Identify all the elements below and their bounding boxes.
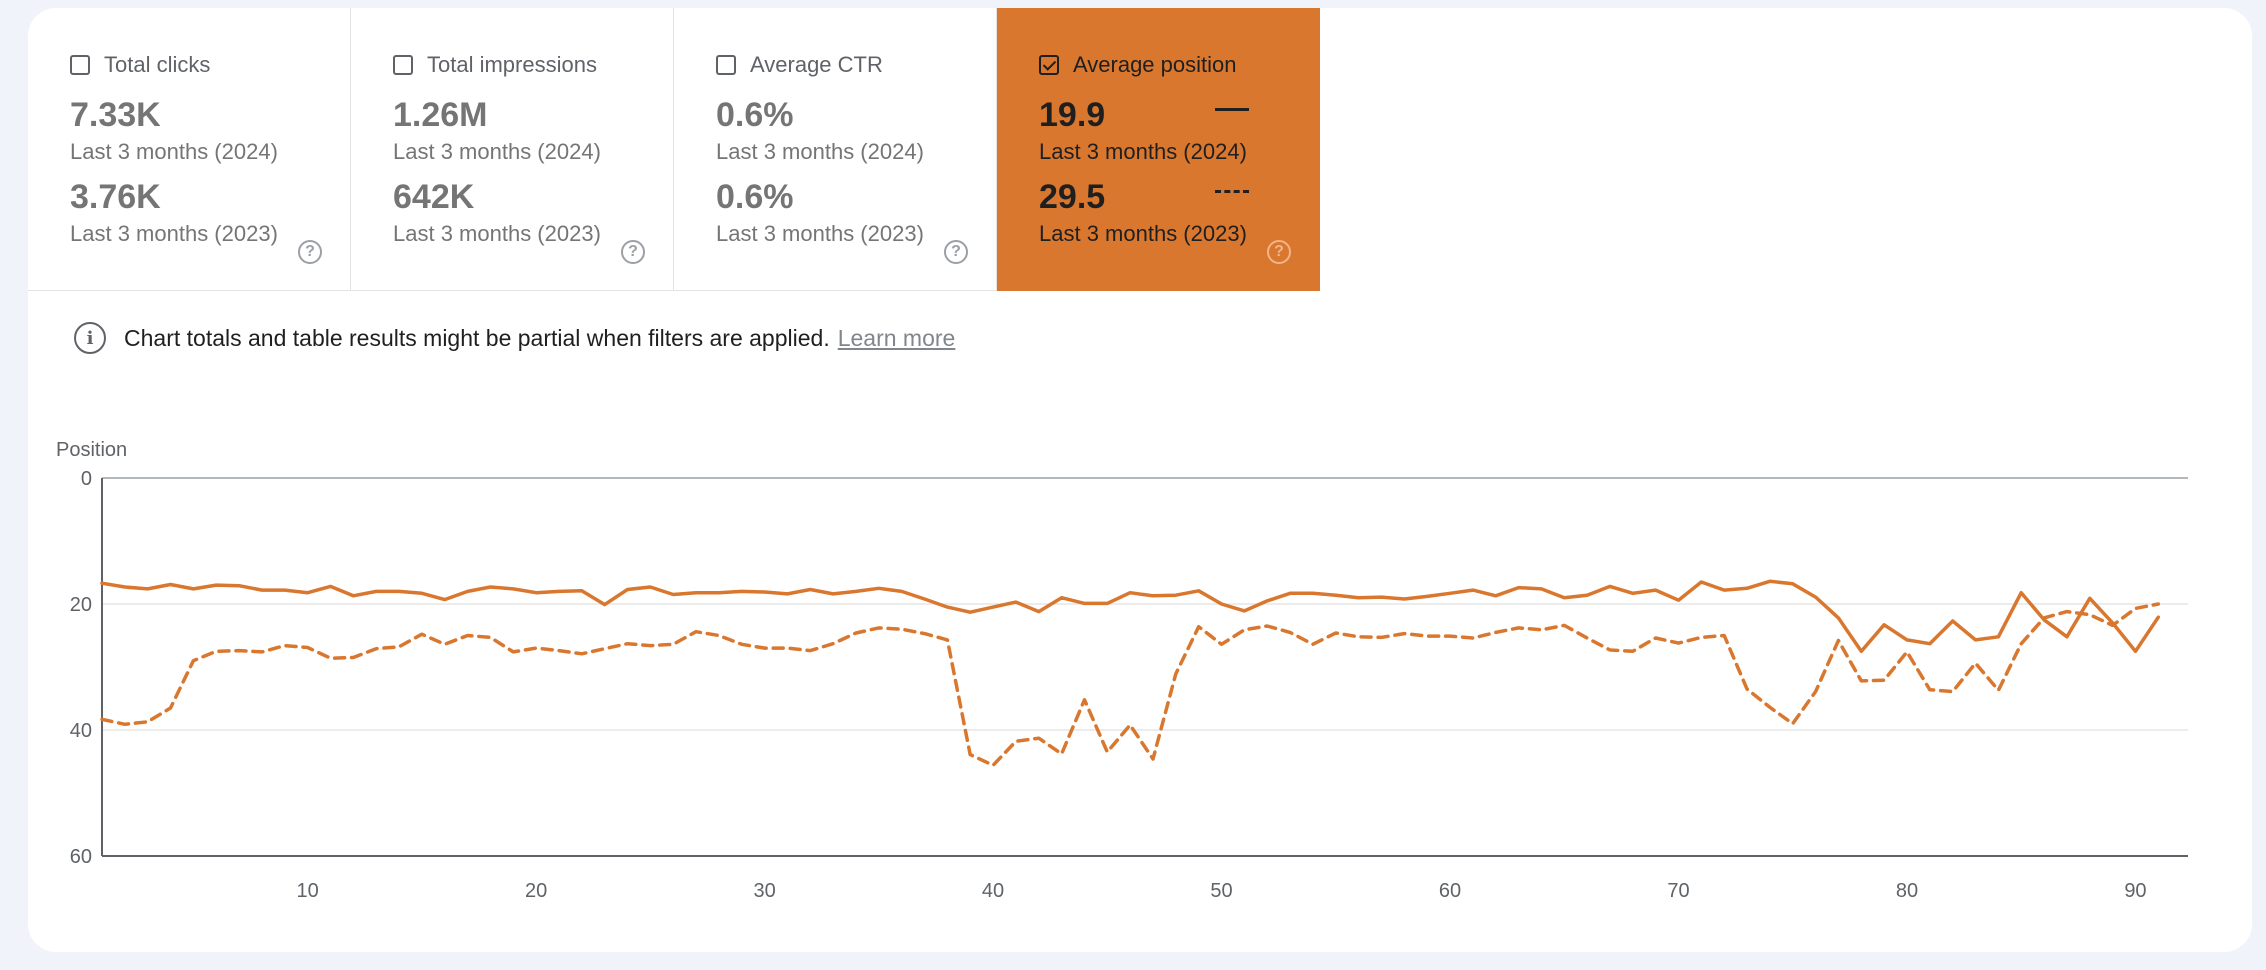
x-tick-label: 80 [1896, 880, 1918, 902]
x-tick-label: 20 [525, 880, 547, 902]
tile-average-position[interactable]: Average position 19.9 Last 3 months (202… [997, 8, 1320, 291]
y-axis-label: Position [56, 439, 127, 461]
help-circle-icon[interactable]: ? [298, 240, 322, 264]
metric-tiles: Total clicks 7.33K Last 3 months (2024) … [28, 8, 1320, 291]
legend-dashed-line [1215, 190, 1249, 193]
period-label-2023: Last 3 months (2023) [393, 221, 601, 246]
tile-total-impressions[interactable]: Total impressions 1.26M Last 3 months (2… [351, 8, 674, 291]
info-icon: i [74, 322, 106, 354]
tile-average-ctr[interactable]: Average CTR 0.6% Last 3 months (2024) 0.… [674, 8, 997, 291]
y-tick-label: 40 [70, 720, 92, 742]
help-circle-icon[interactable]: ? [944, 240, 968, 264]
series-line-solid [100, 579, 2161, 654]
tile-label: Average position [1073, 52, 1237, 77]
period-label-2024: Last 3 months (2024) [393, 139, 601, 164]
tile-label: Total impressions [427, 52, 597, 77]
x-tick-label: 40 [982, 880, 1004, 902]
legend-solid-line [1215, 108, 1249, 111]
x-tick-label: 30 [753, 880, 775, 902]
metric-value-2023: 0.6% [716, 178, 794, 216]
period-label-2024: Last 3 months (2024) [70, 139, 278, 164]
series-line-dashed [100, 602, 2161, 768]
metric-value-2024: 1.26M [393, 96, 488, 134]
metric-value-2023: 3.76K [70, 178, 161, 216]
period-label-2023: Last 3 months (2023) [70, 221, 278, 246]
checkbox-total-impressions[interactable] [393, 55, 413, 75]
metric-value-2024: 19.9 [1039, 96, 1106, 134]
help-circle-icon[interactable]: ? [621, 240, 645, 264]
notice-text: Chart totals and table results might be … [124, 324, 830, 351]
checkbox-total-clicks[interactable] [70, 55, 90, 75]
metric-value-2024: 7.33K [70, 96, 161, 134]
y-tick-label: 60 [70, 846, 92, 868]
period-label-2024: Last 3 months (2024) [716, 139, 924, 164]
metric-value-2023: 642K [393, 178, 475, 216]
checkbox-average-position[interactable] [1039, 55, 1059, 75]
x-tick-label: 70 [1667, 880, 1689, 902]
period-label-2023: Last 3 months (2023) [1039, 221, 1247, 246]
performance-card: Total clicks 7.33K Last 3 months (2024) … [28, 8, 2252, 952]
tile-label: Total clicks [104, 52, 211, 77]
y-tick-label: 0 [81, 468, 92, 490]
learn-more-link[interactable]: Learn more [837, 324, 956, 351]
help-circle-icon[interactable]: ? [1267, 240, 1291, 264]
tile-total-clicks[interactable]: Total clicks 7.33K Last 3 months (2024) … [28, 8, 351, 291]
x-tick-label: 60 [1439, 880, 1461, 902]
x-tick-label: 50 [1210, 880, 1232, 902]
y-tick-label: 20 [70, 594, 92, 616]
metric-value-2024: 0.6% [716, 96, 794, 134]
x-tick-label: 90 [2124, 880, 2146, 902]
checkbox-average-ctr[interactable] [716, 55, 736, 75]
tile-label: Average CTR [750, 52, 883, 77]
metric-value-2023: 29.5 [1039, 178, 1106, 216]
filter-notice: i Chart totals and table results might b… [74, 322, 955, 354]
x-tick-label: 10 [297, 880, 319, 902]
period-label-2024: Last 3 months (2024) [1039, 139, 1247, 164]
position-chart: Position 0 20 40 60 10 20 30 40 50 60 70 80 90 [56, 439, 2188, 902]
period-label-2023: Last 3 months (2023) [716, 221, 924, 246]
